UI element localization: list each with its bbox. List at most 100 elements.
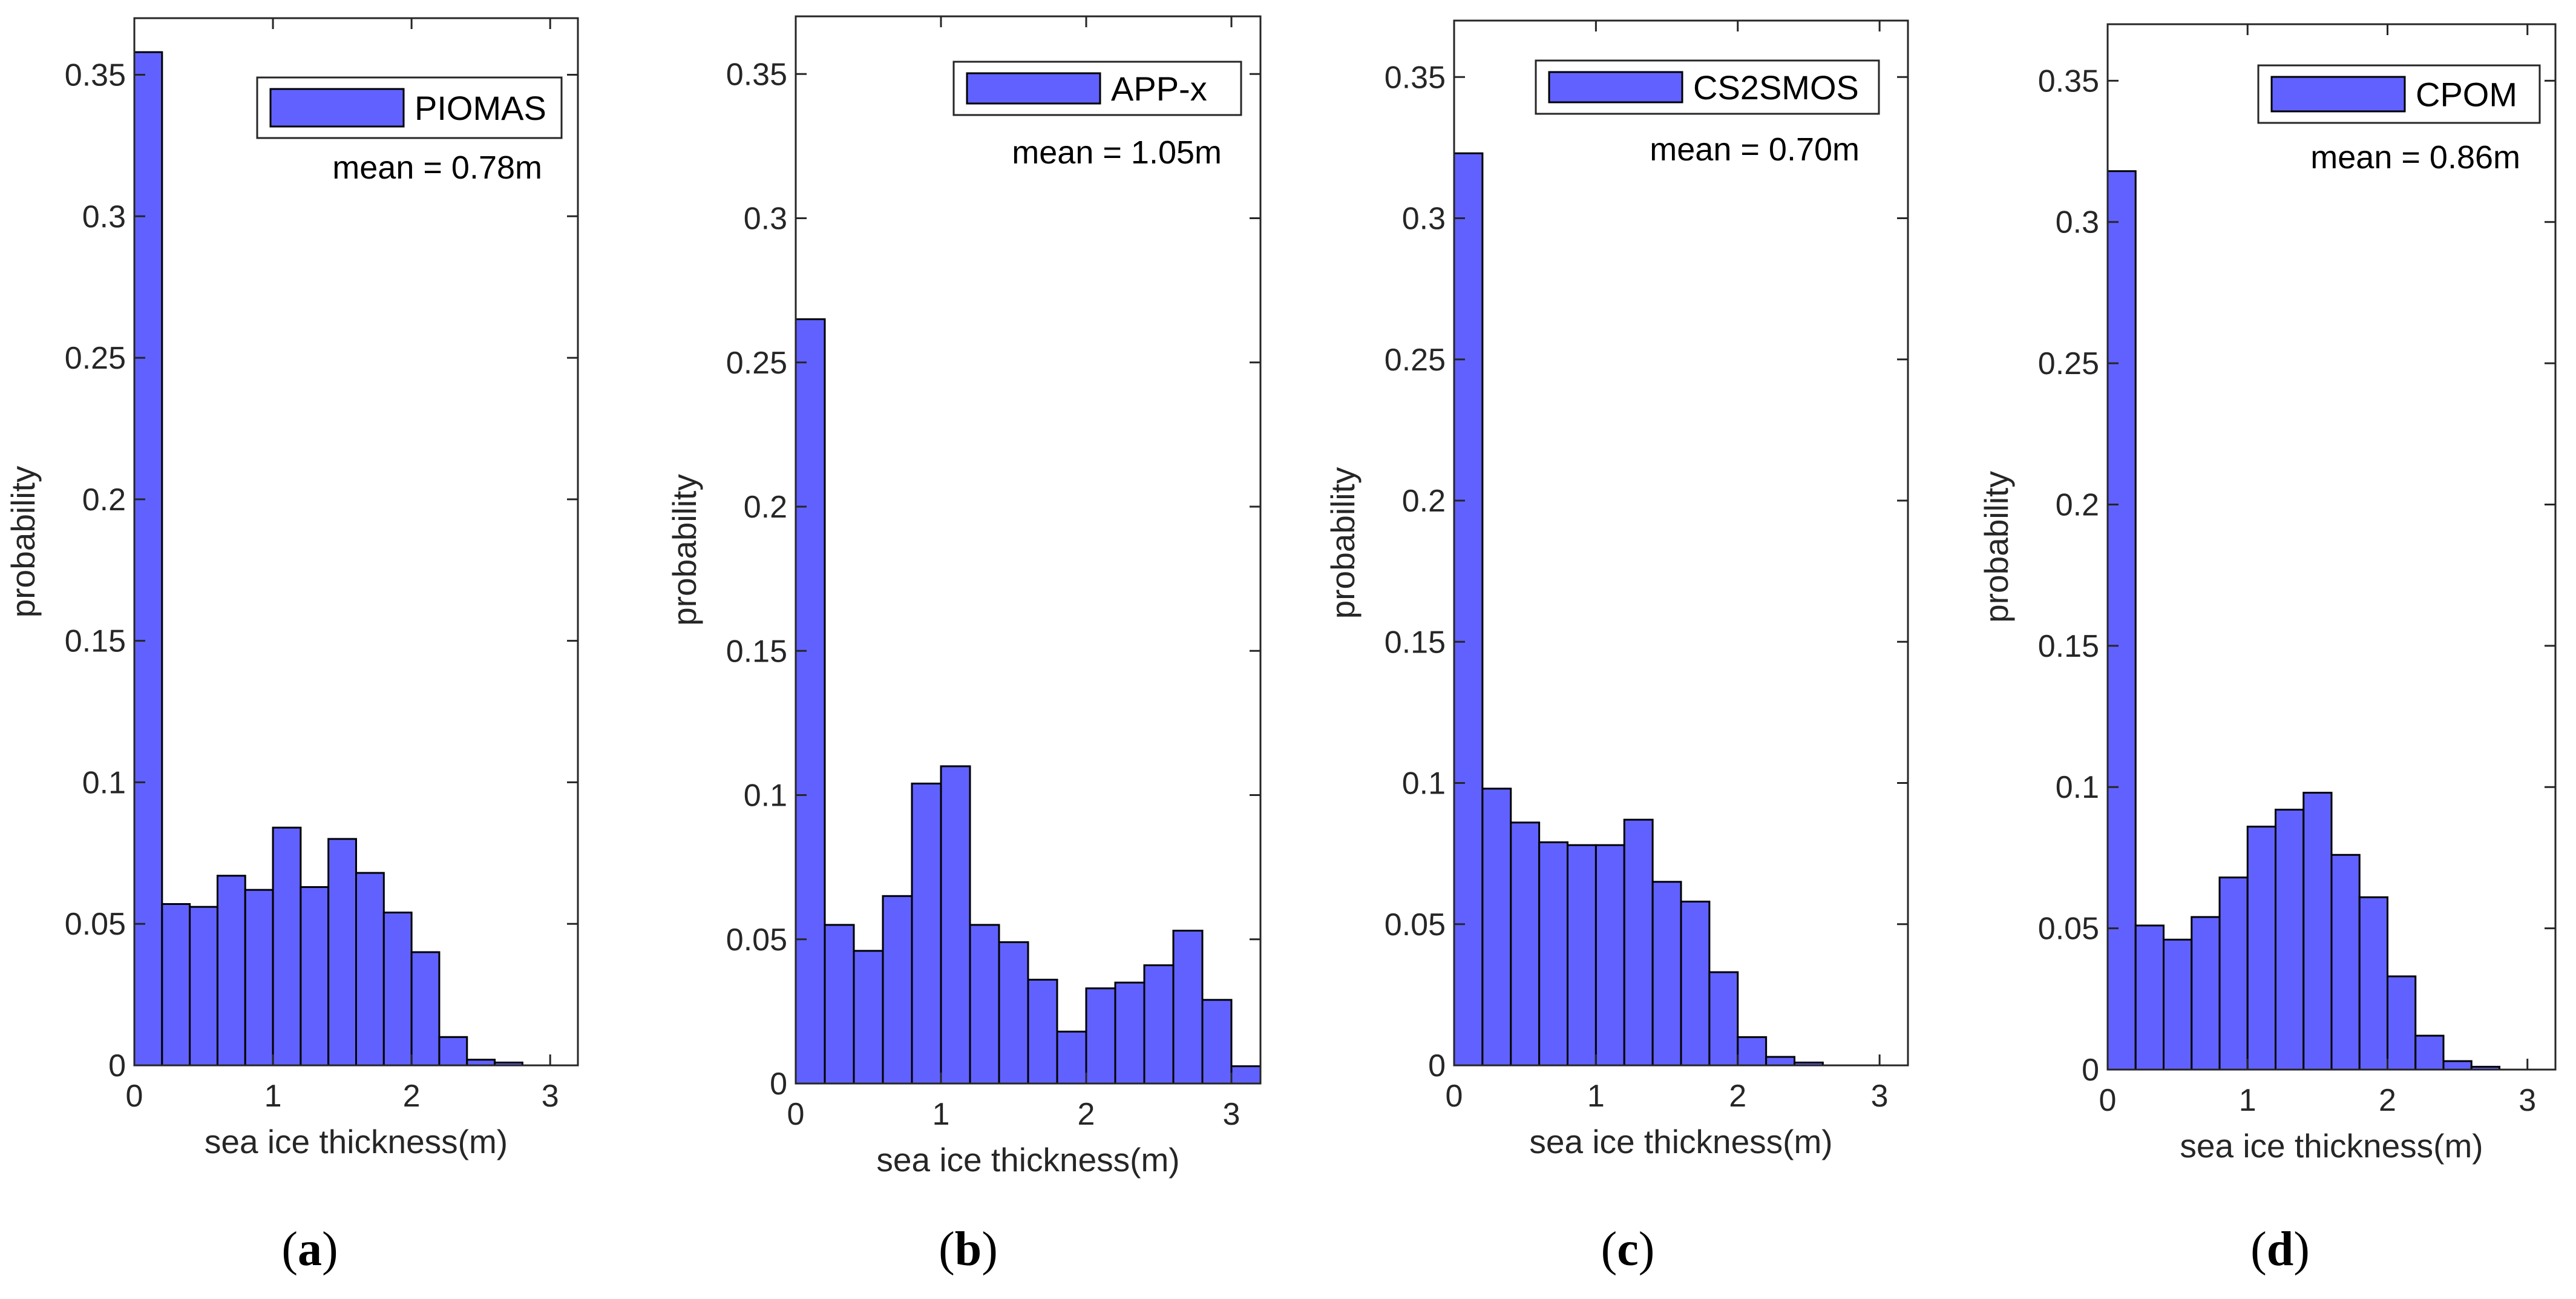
panel-label-open: ( — [2250, 1223, 2267, 1276]
histogram-bar — [216, 875, 246, 1067]
histogram-bars — [2106, 170, 2500, 1071]
x-tick-label: 0 — [2099, 1083, 2117, 1118]
x-tick-label: 0 — [1446, 1079, 1463, 1114]
histogram-bar — [2414, 1034, 2445, 1071]
legend: PIOMAS — [256, 76, 563, 139]
panel-label-open: ( — [939, 1223, 955, 1276]
panel-label-close: ) — [1639, 1223, 1655, 1276]
histogram-bars — [1453, 152, 1824, 1067]
histogram-bar — [795, 318, 826, 1085]
y-tick-label: 0 — [2082, 1053, 2099, 1088]
x-tick-label: 0 — [126, 1079, 143, 1114]
histogram-bar — [2358, 896, 2388, 1071]
y-tick-label: 0.2 — [1402, 484, 1446, 519]
x-tick-label: 1 — [932, 1097, 950, 1132]
histogram-bar — [1765, 1056, 1795, 1067]
y-tick-label: 0.25 — [65, 341, 126, 376]
histogram-bar — [1201, 999, 1233, 1085]
y-tick-label: 0.05 — [2038, 912, 2099, 947]
panel-label-letter: a — [298, 1223, 322, 1276]
y-axis-label: probability — [666, 474, 703, 626]
histogram-bar — [1538, 841, 1568, 1067]
y-tick-label: 0.25 — [2038, 346, 2099, 381]
histogram-bar — [2246, 826, 2276, 1071]
histogram-bar — [824, 924, 855, 1085]
histogram-bar — [998, 941, 1029, 1085]
y-tick-label: 0.3 — [2056, 205, 2099, 240]
legend-swatch — [2270, 76, 2406, 113]
histogram-bar — [1623, 818, 1654, 1067]
histogram-bar — [2330, 853, 2361, 1071]
histogram-bar — [355, 872, 385, 1067]
y-tick-label: 0.3 — [1402, 202, 1446, 237]
histogram-bar — [2163, 938, 2193, 1071]
histogram-bar — [1027, 978, 1058, 1085]
x-tick-label: 1 — [264, 1079, 282, 1114]
histogram-bar — [2302, 792, 2333, 1071]
x-tick-label: 3 — [542, 1079, 559, 1114]
legend-label: APP-x — [1111, 70, 1207, 108]
histogram-bar — [940, 765, 971, 1085]
y-tick-label: 0.15 — [1385, 625, 1446, 660]
panel-label-open: ( — [1601, 1223, 1617, 1276]
y-tick-label: 0.35 — [2038, 64, 2099, 99]
x-axis-label: sea ice thickness(m) — [876, 1141, 1179, 1179]
legend-swatch — [1548, 71, 1683, 104]
y-tick-label: 0 — [770, 1067, 787, 1102]
legend-swatch — [966, 72, 1101, 105]
chart-panel-b: 0 0.05 0.1 0.15 0.2 0.25 0.3 0.35 0 1 2 3 sea ice th… — [666, 15, 1262, 1179]
histogram-bar — [1114, 981, 1145, 1085]
histogram-bar — [161, 903, 191, 1067]
mean-annotation: mean = 0.78m — [332, 150, 542, 186]
histogram-bar — [1453, 152, 1484, 1067]
histogram-bar — [1481, 788, 1512, 1067]
x-tick-label: 2 — [1078, 1097, 1095, 1132]
histogram-bar — [1085, 987, 1116, 1085]
histogram-bar — [1567, 844, 1597, 1067]
legend-swatch — [269, 88, 405, 128]
panel-label-letter: d — [2267, 1223, 2294, 1276]
panel-label: (b) — [939, 1223, 998, 1276]
y-tick-label: 0.25 — [1385, 343, 1446, 378]
histogram-bar — [2134, 924, 2165, 1071]
chart-panel-c: 0 0.05 0.1 0.15 0.2 0.25 0.3 0.35 0 1 2 3 sea ice th… — [1324, 19, 1909, 1160]
histogram-bar — [438, 1036, 468, 1067]
histogram-bar — [327, 838, 357, 1067]
histogram-bar — [853, 950, 884, 1085]
y-tick-label: 0.3 — [82, 199, 126, 234]
panel-label: (a) — [281, 1223, 338, 1276]
axes-frame — [2106, 23, 2557, 1071]
axes-frame — [795, 15, 1262, 1085]
y-tick-label: 0 — [1428, 1048, 1446, 1084]
y-tick-label: 0.15 — [2038, 629, 2099, 664]
y-axis-label: probability — [4, 465, 42, 617]
histogram-bar — [1230, 1065, 1262, 1085]
y-tick-label: 0.35 — [65, 58, 126, 93]
panel-label-close: ) — [2293, 1223, 2310, 1276]
histogram-bar — [1594, 844, 1625, 1067]
panel-label-close: ) — [322, 1223, 338, 1276]
x-tick-label: 2 — [2379, 1083, 2396, 1118]
y-tick-label: 0.05 — [726, 922, 787, 958]
x-tick-label: 2 — [1729, 1079, 1746, 1114]
chart-panel-d: 0 0.05 0.1 0.15 0.2 0.25 0.3 0.35 0 1 2 3 sea ice th… — [1978, 23, 2557, 1165]
legend: CS2SMOS — [1535, 59, 1880, 115]
histogram-bar — [1651, 881, 1682, 1067]
histogram-bar — [2106, 170, 2137, 1071]
y-axis-label: probability — [1978, 471, 2015, 623]
histogram-bar — [410, 951, 441, 1067]
x-tick-label: 3 — [2519, 1083, 2536, 1118]
histogram-bar — [1143, 964, 1175, 1085]
panel-label-letter: b — [955, 1223, 982, 1276]
histogram-bar — [1172, 929, 1204, 1085]
x-axis-label: sea ice thickness(m) — [205, 1123, 508, 1160]
panel-label-open: ( — [281, 1223, 298, 1276]
y-tick-label: 0 — [108, 1048, 126, 1084]
histogram-bar — [1737, 1036, 1768, 1067]
legend-label: CPOM — [2416, 76, 2517, 114]
histogram-bar — [244, 889, 274, 1067]
panel-label: (d) — [2250, 1223, 2310, 1276]
legend: CPOM — [2257, 64, 2541, 124]
y-axis-label: probability — [1324, 467, 1362, 619]
